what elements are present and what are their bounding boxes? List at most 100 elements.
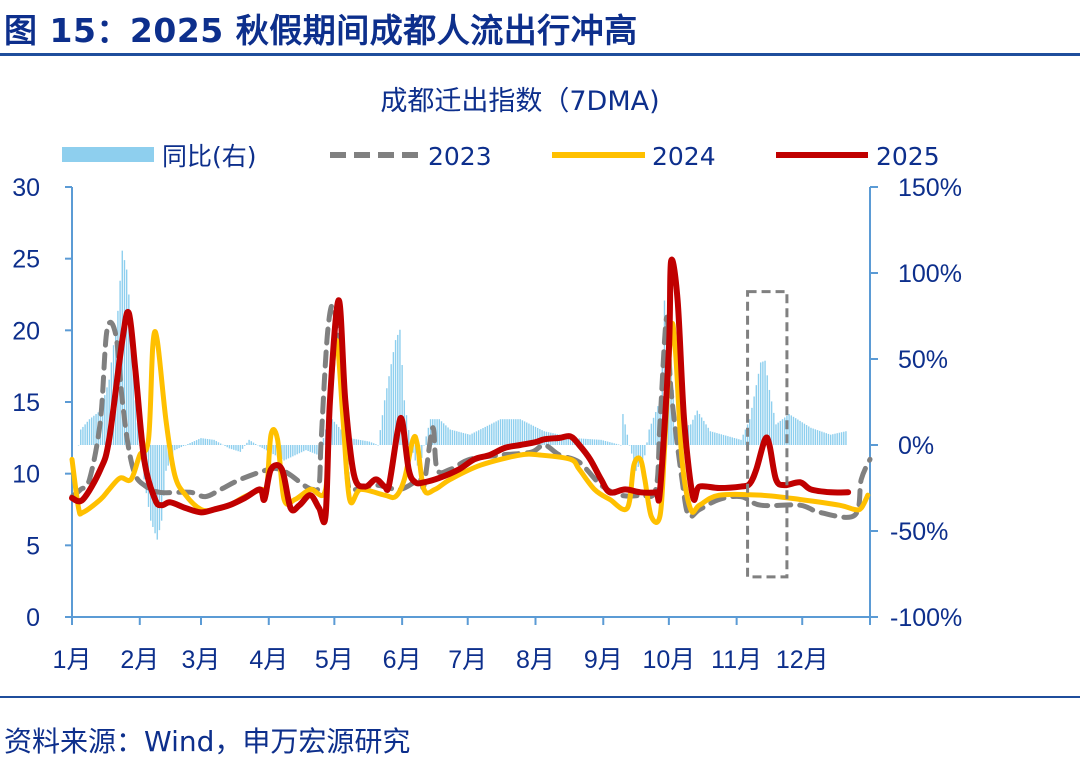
yoy-bar	[694, 415, 696, 445]
yoy-bar	[711, 431, 714, 445]
yoy-bar	[233, 445, 235, 450]
yoy-bar	[307, 445, 309, 452]
right-axis-tick-label: 100%	[898, 260, 962, 288]
yoy-bar	[788, 414, 790, 445]
yoy-bar	[480, 429, 482, 445]
yoy-bar	[536, 427, 539, 445]
yoy-bar	[471, 433, 473, 445]
yoy-bar	[650, 423, 653, 445]
yoy-bar	[163, 445, 165, 496]
yoy-bar	[394, 340, 397, 445]
yoy-bar	[528, 423, 530, 445]
yoy-bar	[768, 389, 771, 445]
x-axis-month-label: 9月	[584, 646, 623, 674]
yoy-bar	[532, 425, 535, 445]
yoy-bar	[744, 429, 747, 445]
yoy-bar	[287, 445, 290, 459]
yoy-bar	[128, 294, 130, 445]
yoy-bar	[104, 395, 106, 445]
yoy-bar	[370, 442, 373, 445]
yoy-bar	[355, 439, 357, 445]
chart-title: 成都迁出指数（7DMA)	[380, 86, 659, 117]
yoy-bar	[567, 436, 569, 445]
yoy-bar	[134, 400, 137, 445]
yoy-bar	[377, 445, 379, 446]
yoy-bar	[373, 443, 375, 445]
yoy-bar	[366, 441, 368, 445]
yoy-bar	[399, 329, 401, 445]
yoy-bar	[464, 433, 467, 445]
yoy-bar	[617, 444, 620, 445]
yoy-bar	[827, 433, 830, 445]
yoy-bar	[436, 419, 438, 445]
yoy-bar	[792, 416, 795, 445]
yoy-bar	[735, 438, 738, 445]
yoy-bar	[379, 430, 381, 445]
yoy-bar	[259, 445, 261, 447]
yoy-bar	[241, 445, 244, 449]
chart: 成都迁出指数（7DMA) 同比(右) 2023 2024 2025 051015…	[12, 86, 962, 674]
x-axis-month-label: 5月	[315, 646, 354, 674]
yoy-bar	[766, 375, 768, 445]
yoy-bar	[580, 438, 583, 445]
yoy-bar	[810, 427, 812, 445]
yoy-bar	[709, 431, 712, 445]
yoy-bar	[506, 419, 508, 445]
yoy-bar	[497, 420, 500, 445]
yoy-bar	[821, 431, 823, 445]
x-axis-month-label: 8月	[516, 646, 555, 674]
yoy-bar	[445, 425, 447, 445]
yoy-bar	[228, 445, 231, 449]
yoy-bar	[167, 445, 169, 466]
yoy-bar	[283, 445, 285, 461]
yoy-bar	[447, 427, 449, 445]
x-axis-month-label: 1月	[53, 646, 92, 674]
yoy-bar	[646, 442, 648, 445]
yoy-bar	[473, 432, 475, 445]
yoy-bar	[641, 445, 644, 460]
yoy-bar	[569, 437, 572, 445]
yoy-bar	[313, 445, 316, 454]
yoy-bar	[80, 429, 82, 445]
yoy-bar	[696, 410, 698, 445]
yoy-bar	[265, 445, 268, 451]
yoy-bar	[456, 431, 458, 445]
yoy-bar	[451, 430, 454, 445]
yoy-bar	[615, 443, 618, 445]
yoy-bar	[630, 445, 633, 454]
yoy-bar	[440, 421, 443, 445]
source-note: 资料来源：Wind，申万宏源研究	[4, 725, 411, 758]
yoy-bar	[539, 429, 541, 445]
yoy-bar	[834, 433, 836, 445]
yoy-bar	[523, 421, 526, 445]
series-line-2025	[69, 256, 852, 526]
legend-label-2023: 2023	[428, 142, 492, 171]
yoy-bar	[438, 419, 440, 445]
yoy-bar	[392, 352, 395, 445]
yoy-bar	[401, 365, 403, 445]
yoy-bar	[198, 439, 200, 445]
yoy-bar	[781, 419, 784, 445]
yoy-bar	[386, 388, 388, 445]
yoy-bar	[504, 419, 506, 445]
yoy-bar	[303, 445, 305, 452]
yoy-bar	[423, 445, 425, 446]
right-axis-tick-label: -50%	[890, 518, 948, 546]
left-axis-tick-label: 10	[12, 461, 40, 489]
left-axis-tick-label: 0	[26, 604, 40, 632]
yoy-bar	[602, 440, 604, 445]
yoy-bar	[130, 319, 132, 445]
yoy-bar	[193, 441, 196, 445]
yoy-bar	[606, 441, 609, 445]
yoy-bar	[397, 334, 399, 445]
yoy-bar	[784, 417, 786, 445]
yoy-bar	[753, 396, 755, 445]
yoy-bar	[731, 437, 733, 445]
yoy-bar	[755, 385, 758, 445]
yoy-bar	[182, 445, 185, 447]
footer-divider	[0, 696, 1080, 698]
yoy-bar	[626, 434, 629, 445]
yoy-bar	[808, 426, 810, 445]
yoy-bar	[838, 432, 841, 445]
yoy-bar	[718, 433, 720, 445]
